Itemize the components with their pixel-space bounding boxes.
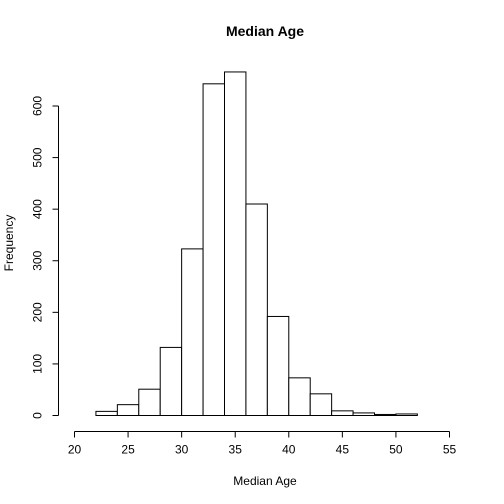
histogram-bar (288, 377, 311, 417)
histogram-bar (374, 413, 397, 416)
x-tick-label: 30 (175, 443, 189, 457)
x-tick-label: 55 (443, 443, 457, 457)
histogram-bar (245, 203, 268, 416)
histogram-bar (395, 413, 418, 417)
histogram-bar (352, 412, 376, 417)
histogram-bar (138, 388, 161, 417)
y-tick-label: 200 (31, 302, 45, 322)
y-tick-label: 600 (31, 96, 45, 116)
y-axis: 0 100 200 300 400 500 600 (31, 96, 59, 419)
histogram-bar (202, 83, 225, 417)
bars-group (95, 71, 418, 417)
histogram-bar (95, 410, 118, 416)
x-tick-label: 20 (68, 443, 82, 457)
y-tick-label: 400 (31, 199, 45, 219)
x-tick-label: 45 (336, 443, 350, 457)
x-axis-label: Median Age (233, 474, 297, 488)
x-tick-label: 50 (389, 443, 403, 457)
chart-title: Median Age (226, 23, 304, 39)
histogram-bar (309, 393, 333, 416)
y-tick-label: 500 (31, 147, 45, 167)
histogram-bar (224, 71, 247, 417)
histogram-bar (159, 346, 183, 416)
histogram-bar (116, 404, 140, 417)
histogram-bar (181, 248, 204, 416)
histogram-bar (331, 410, 354, 417)
x-tick-label: 35 (229, 443, 243, 457)
y-tick-label: 0 (31, 412, 45, 419)
histogram-bar (266, 315, 290, 416)
x-tick-label: 40 (282, 443, 296, 457)
y-axis-label: Frequency (2, 215, 16, 272)
y-tick-label: 100 (31, 354, 45, 374)
x-axis: 20 25 30 35 40 45 50 55 (68, 431, 457, 457)
y-tick-label: 300 (31, 250, 45, 270)
x-tick-label: 25 (121, 443, 135, 457)
